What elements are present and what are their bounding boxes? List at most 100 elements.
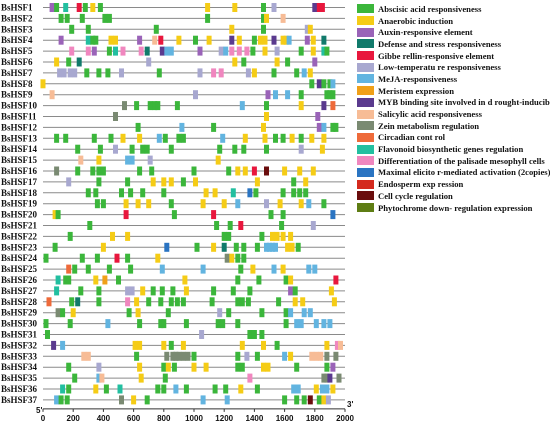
cis-element-mark <box>75 166 81 176</box>
cis-element-mark <box>244 351 250 361</box>
cis-element-mark <box>96 166 102 176</box>
cis-element-mark <box>96 68 102 78</box>
gene-label: BsHSF24 <box>1 253 38 263</box>
cis-element-mark <box>261 362 266 372</box>
cis-element-mark <box>316 79 322 89</box>
cis-element-mark <box>331 297 337 307</box>
cis-element-mark <box>236 35 242 45</box>
cis-element-mark <box>264 166 269 176</box>
cis-element-mark <box>156 133 162 143</box>
gene-label: BsHSF35 <box>1 373 38 383</box>
legend-swatch <box>357 167 374 177</box>
cis-element-mark <box>156 68 162 78</box>
cis-element-mark <box>324 362 330 372</box>
cis-element-mark <box>270 231 275 241</box>
cis-element-mark <box>301 68 307 78</box>
cis-element-mark <box>168 340 174 350</box>
cis-element-mark <box>125 231 131 241</box>
gene-label: BsHSF29 <box>1 308 38 318</box>
cis-element-mark <box>113 46 118 56</box>
cis-element-mark <box>277 199 283 209</box>
cis-element-mark <box>303 177 309 187</box>
legend-entry: Salicylic acid responsiveness <box>357 108 549 120</box>
cis-element-mark <box>273 90 278 100</box>
cis-element-mark <box>155 384 161 394</box>
gene-label: BsHSF6 <box>1 57 33 67</box>
gene-label: BsHSF1 <box>1 3 33 13</box>
cis-element-mark <box>79 253 85 263</box>
cis-element-mark <box>137 319 143 329</box>
cis-element-mark <box>283 275 289 285</box>
cis-element-mark <box>265 90 271 100</box>
cis-element-mark <box>324 90 330 100</box>
cis-element-mark <box>132 340 138 350</box>
cis-element-mark <box>271 3 277 12</box>
cis-element-mark <box>117 384 123 394</box>
cis-element-mark <box>313 384 319 394</box>
cis-element-mark <box>150 177 156 187</box>
legend-entry: Meristem expression <box>357 85 549 97</box>
cis-element-mark <box>137 133 143 143</box>
cis-element-mark <box>78 155 84 165</box>
cis-element-mark <box>140 286 146 296</box>
cis-element-mark <box>250 46 256 56</box>
cis-element-mark <box>215 155 221 165</box>
cis-element-mark <box>171 362 177 372</box>
cis-element-mark <box>298 133 304 143</box>
cis-element-mark <box>274 57 280 67</box>
cis-element-mark <box>158 297 164 307</box>
cis-element-mark <box>116 275 121 285</box>
cis-element-mark <box>106 46 112 56</box>
cis-element-mark <box>54 57 60 67</box>
cis-element-mark <box>54 395 60 405</box>
gene-label: BsHSF12 <box>1 122 38 132</box>
cis-element-mark <box>315 112 321 121</box>
cis-element-mark <box>270 242 275 252</box>
cis-element-mark <box>183 384 189 394</box>
cis-element-mark <box>239 362 245 372</box>
cis-element-mark <box>304 24 310 34</box>
cis-element-mark <box>333 351 339 361</box>
cis-element-mark <box>122 101 127 111</box>
cis-element-mark <box>164 242 170 252</box>
cis-element-mark <box>217 308 223 318</box>
cis-element-mark <box>135 122 141 132</box>
cis-element-mark <box>298 90 304 100</box>
cis-element-mark <box>251 330 257 339</box>
cis-element-mark <box>316 395 322 405</box>
cis-element-mark <box>150 286 156 296</box>
cis-element-mark <box>288 275 294 285</box>
cis-element-mark <box>100 242 106 252</box>
gene-label: BsHSF21 <box>1 221 38 231</box>
cis-element-mark <box>63 275 69 285</box>
legend-label: Salicylic acid responsiveness <box>378 109 482 120</box>
gene-label: BsHSF8 <box>1 79 33 89</box>
cis-element-mark <box>235 166 241 176</box>
cis-element-mark <box>245 68 251 78</box>
cis-element-mark <box>197 68 203 78</box>
cis-element-mark <box>137 166 143 176</box>
cis-element-mark <box>94 199 100 209</box>
cis-element-mark <box>214 221 220 230</box>
cis-element-mark <box>93 188 99 198</box>
cis-element-mark <box>226 166 232 176</box>
cis-element-mark <box>236 46 242 56</box>
cis-element-mark <box>61 68 67 78</box>
cis-element-mark <box>297 188 303 198</box>
cis-element-mark <box>134 101 140 111</box>
cis-element-mark <box>75 297 81 307</box>
cis-element-mark <box>85 24 91 34</box>
cis-element-mark <box>312 264 318 274</box>
cis-element-mark <box>321 35 327 45</box>
legend-label: MeJA-responsiveness <box>378 73 458 84</box>
cis-element-mark <box>200 199 206 209</box>
cis-element-mark <box>149 166 155 176</box>
cis-element-mark <box>129 155 135 165</box>
cis-element-mark <box>113 112 118 121</box>
cis-element-mark <box>285 242 291 252</box>
cis-element-mark <box>298 101 304 111</box>
legend-swatch <box>357 109 374 119</box>
five-prime-label: 5' <box>36 406 42 415</box>
cis-element-mark <box>218 68 224 78</box>
x-tick-label: 1400 <box>246 414 264 423</box>
